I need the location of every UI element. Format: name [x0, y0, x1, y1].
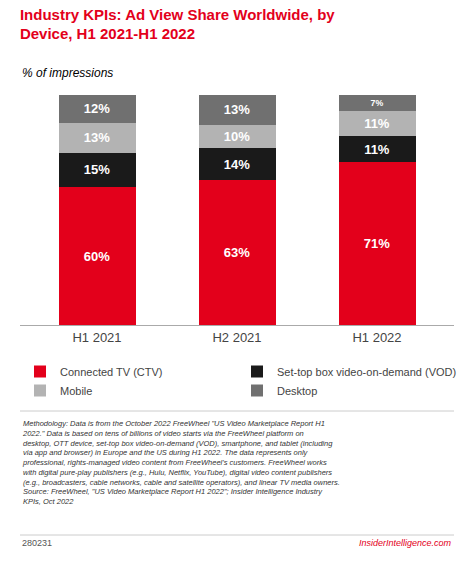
- svg-text:InsiderIntelligence.com: InsiderIntelligence.com: [359, 538, 452, 548]
- svg-text:14%: 14%: [224, 157, 250, 172]
- svg-text:15%: 15%: [84, 162, 110, 177]
- svg-text:13%: 13%: [224, 102, 250, 117]
- svg-text:12%: 12%: [84, 101, 110, 116]
- svg-text:H1 2021: H1 2021: [72, 330, 121, 345]
- svg-text:Mobile: Mobile: [60, 385, 92, 397]
- svg-text:7%: 7%: [371, 98, 384, 108]
- svg-text:11%: 11%: [364, 116, 390, 131]
- svg-text:11%: 11%: [364, 142, 390, 157]
- svg-text:% of impressions: % of impressions: [22, 66, 113, 80]
- svg-text:Industry KPIs: Ad View Share W: Industry KPIs: Ad View Share Worldwide, …: [20, 6, 335, 43]
- svg-text:10%: 10%: [224, 129, 250, 144]
- svg-text:60%: 60%: [84, 249, 110, 264]
- svg-text:Set-top box video-on-demand (V: Set-top box video-on-demand (VOD): [277, 366, 456, 378]
- svg-text:Connected TV (CTV): Connected TV (CTV): [60, 366, 163, 378]
- svg-text:Methodology: Data is from the: Methodology: Data is from the October 20…: [22, 419, 340, 506]
- svg-text:H1 2022: H1 2022: [352, 330, 401, 345]
- svg-text:71%: 71%: [364, 236, 390, 251]
- svg-text:63%: 63%: [224, 245, 250, 260]
- svg-text:280231: 280231: [22, 538, 52, 548]
- svg-text:13%: 13%: [84, 130, 110, 145]
- svg-text:H2 2021: H2 2021: [212, 330, 261, 345]
- svg-text:Desktop: Desktop: [277, 385, 317, 397]
